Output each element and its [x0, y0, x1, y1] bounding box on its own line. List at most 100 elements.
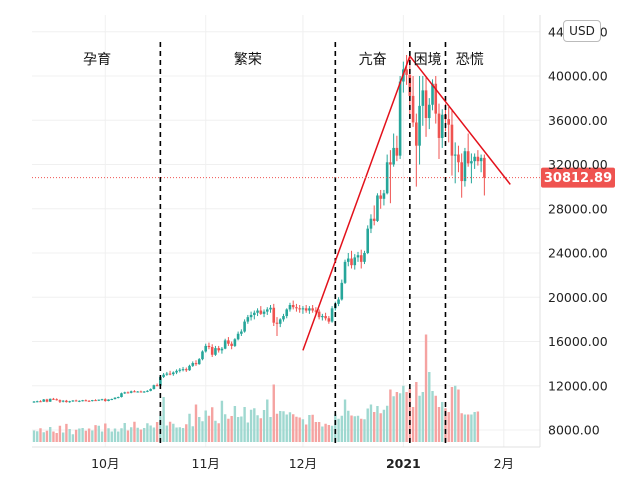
volume-bar [411, 407, 415, 442]
candle-body [178, 369, 182, 371]
candle-body [61, 400, 65, 402]
candle-body [201, 351, 204, 360]
last-price-label-bg [541, 167, 615, 188]
phase-label: 恐慌 [456, 52, 484, 68]
candle-body [155, 385, 159, 387]
volume-bar [94, 425, 97, 442]
last-price-line: 30812.89 [32, 167, 615, 188]
volume-bar [130, 427, 133, 442]
candle-body [188, 365, 191, 371]
volume-bar [198, 417, 201, 442]
candle-body [479, 157, 483, 162]
candle-body [366, 228, 370, 253]
candle-body [253, 312, 256, 315]
volume-bar [385, 405, 389, 442]
volume-bar [32, 430, 36, 442]
volume-bar [350, 415, 353, 442]
volume-bar [58, 425, 62, 442]
volume-bar [282, 411, 285, 442]
x-tick-label: 11月 [192, 456, 220, 471]
volume-bar [473, 412, 476, 442]
candle-body [168, 373, 172, 375]
x-axis: 10月 11月 12月 2021 2月 [91, 456, 514, 471]
candle-body [434, 83, 438, 114]
volume-bar [353, 416, 356, 442]
candle-body [220, 348, 224, 351]
volume-bar [217, 423, 220, 442]
candle-body [172, 372, 175, 375]
trendline [302, 55, 411, 351]
candle-body [285, 309, 289, 317]
candle-body [197, 359, 201, 365]
candle-body [421, 90, 425, 106]
phase-label: 亢奋 [359, 51, 387, 68]
y-tick-label: 12000.00 [548, 378, 608, 393]
volume-bar [253, 408, 256, 442]
volume-bar [191, 426, 194, 442]
candle-body [87, 400, 91, 402]
candle-body [210, 347, 214, 355]
volume-bar [233, 406, 237, 442]
volume-bar [181, 428, 185, 442]
volume-bar [428, 372, 431, 442]
candle-body [233, 339, 237, 346]
candle-body [308, 308, 311, 311]
candle-body [243, 321, 246, 332]
candle-body [55, 399, 58, 401]
candle-body [330, 308, 334, 322]
candle-body [440, 114, 444, 138]
volume-bar [113, 428, 117, 442]
volume-bar [159, 415, 162, 442]
candle-body [262, 311, 266, 314]
volume-bar [311, 414, 314, 442]
volume-bar [126, 430, 130, 442]
volume-bar [317, 422, 321, 442]
candle-body [123, 392, 127, 394]
volume-bar [298, 417, 301, 442]
candle-body [120, 393, 123, 398]
candle-body [133, 391, 136, 393]
volume-bar [398, 393, 402, 442]
candle-body [437, 113, 441, 138]
volume-bar [78, 428, 81, 442]
volume-bar [389, 389, 392, 442]
volume-bar [117, 431, 120, 442]
volume-bar [240, 416, 243, 442]
candle-body [71, 400, 75, 402]
candle-body [236, 333, 240, 340]
candle-body [314, 310, 318, 312]
candle-body [476, 156, 480, 162]
y-tick-label: 16000.00 [548, 334, 608, 349]
volume-bar [292, 414, 295, 442]
volume-bar [214, 420, 217, 442]
candle-body [460, 162, 463, 182]
candle-body [194, 363, 198, 365]
volume-bar [256, 415, 259, 442]
volume-bar [133, 421, 136, 442]
candle-body [191, 363, 195, 366]
candle-body [346, 258, 350, 262]
volume-bar [42, 432, 45, 442]
volume-bar [201, 421, 204, 442]
candle-body [398, 81, 402, 156]
candle-body [337, 299, 340, 304]
x-tick-label: 2月 [494, 456, 514, 471]
candle-body [450, 124, 454, 156]
candle-body [424, 90, 428, 119]
candle-body [291, 304, 295, 308]
candle-body [457, 154, 460, 163]
candle-body [359, 255, 363, 262]
volume-bar [120, 428, 123, 442]
volume-bar [308, 415, 311, 442]
volume-bar [55, 433, 58, 442]
volume-bar [337, 418, 340, 442]
candle-body [91, 400, 94, 402]
volume-bar [262, 410, 266, 442]
volume-bar [91, 430, 94, 442]
candle-body [278, 319, 282, 324]
candle-body [214, 348, 217, 355]
volume-bar [146, 423, 149, 442]
volume-bar [71, 434, 75, 442]
volume-bar [444, 408, 447, 442]
currency-button[interactable]: USD [563, 20, 601, 42]
